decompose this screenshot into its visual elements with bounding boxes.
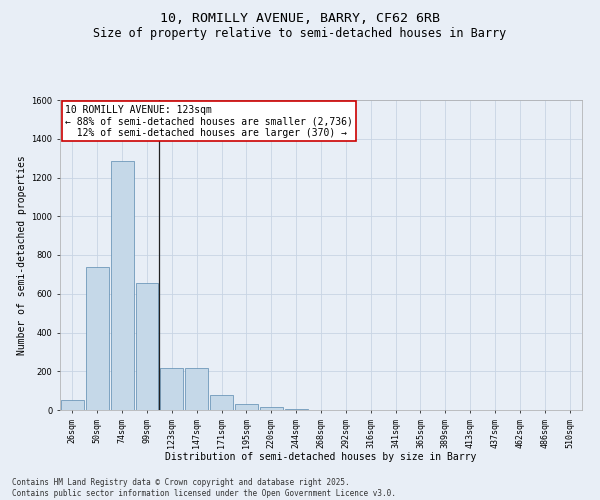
Bar — [285, 409, 308, 410]
Text: 10, ROMILLY AVENUE, BARRY, CF62 6RB: 10, ROMILLY AVENUE, BARRY, CF62 6RB — [160, 12, 440, 26]
Text: Size of property relative to semi-detached houses in Barry: Size of property relative to semi-detach… — [94, 28, 506, 40]
Text: 10 ROMILLY AVENUE: 123sqm
← 88% of semi-detached houses are smaller (2,736)
  12: 10 ROMILLY AVENUE: 123sqm ← 88% of semi-… — [65, 104, 353, 138]
Bar — [235, 404, 258, 410]
Bar — [260, 407, 283, 410]
X-axis label: Distribution of semi-detached houses by size in Barry: Distribution of semi-detached houses by … — [166, 452, 476, 462]
Bar — [160, 368, 183, 410]
Bar — [111, 161, 134, 410]
Text: Contains HM Land Registry data © Crown copyright and database right 2025.
Contai: Contains HM Land Registry data © Crown c… — [12, 478, 396, 498]
Bar — [185, 368, 208, 410]
Bar — [210, 396, 233, 410]
Bar — [86, 266, 109, 410]
Bar — [136, 283, 158, 410]
Bar — [61, 400, 84, 410]
Y-axis label: Number of semi-detached properties: Number of semi-detached properties — [17, 155, 27, 355]
